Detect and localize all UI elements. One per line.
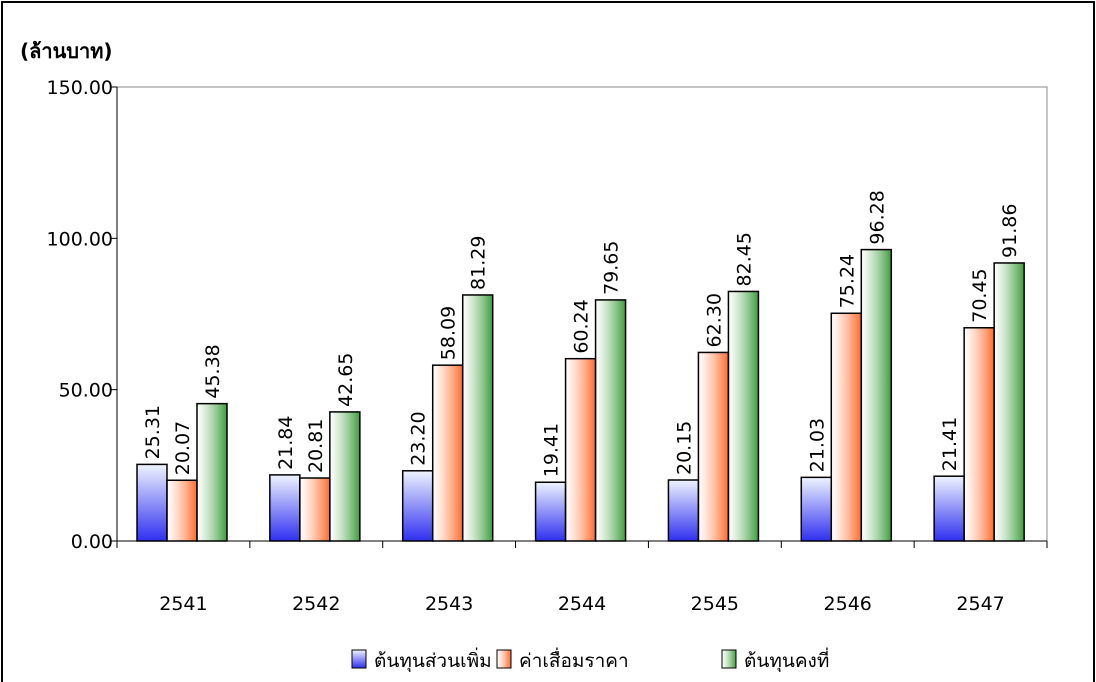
- data-label: 20.15: [673, 421, 695, 475]
- data-label: 79.65: [601, 241, 623, 295]
- data-label: 23.20: [408, 411, 430, 465]
- bar: [461, 294, 494, 542]
- legend-label: ต้นทุนคงที่: [744, 647, 829, 673]
- bar: [667, 479, 700, 542]
- bar: [800, 476, 833, 542]
- legend-swatch: [496, 649, 512, 669]
- bar: [136, 463, 168, 542]
- data-label: 58.09: [438, 306, 460, 360]
- bar: [933, 475, 965, 542]
- x-tick-label: 2544: [558, 593, 606, 615]
- bar: [431, 364, 464, 542]
- data-label: 42.65: [335, 353, 357, 407]
- data-label: 70.45: [969, 268, 991, 322]
- x-tick-label: 2546: [824, 593, 872, 615]
- data-label: 62.30: [703, 293, 725, 347]
- data-label: 21.03: [806, 418, 828, 472]
- data-label: 82.45: [733, 232, 755, 286]
- y-tick-label: 0.00: [71, 531, 113, 553]
- x-tick-label: 2547: [956, 593, 1004, 615]
- bar: [329, 411, 361, 542]
- bar: [594, 299, 627, 542]
- bar: [166, 479, 198, 542]
- legend-swatch: [351, 649, 367, 669]
- y-axis-label: (ล้านบาท): [20, 39, 113, 63]
- data-label: 60.24: [571, 299, 593, 353]
- y-tick-label: 100.00: [47, 228, 113, 250]
- bar: [534, 481, 567, 542]
- y-tick-label: 50.00: [59, 380, 113, 402]
- data-label: 20.81: [305, 419, 327, 473]
- bar: [963, 327, 995, 542]
- x-tick-label: 2542: [292, 593, 340, 615]
- x-tick-label: 2545: [691, 593, 739, 615]
- bar: [196, 402, 228, 542]
- bar: [697, 351, 730, 542]
- data-label: 81.29: [468, 236, 490, 290]
- y-tick-label: 150.00: [47, 77, 113, 99]
- data-label: 75.24: [836, 254, 858, 308]
- bar: [860, 248, 893, 542]
- bar: [269, 474, 301, 542]
- legend-swatch: [721, 649, 737, 669]
- bar: [727, 290, 760, 542]
- bar: [564, 357, 597, 542]
- data-label: 91.86: [999, 204, 1021, 258]
- data-label: 21.84: [275, 415, 297, 469]
- bar: [993, 262, 1025, 542]
- data-label: 20.07: [172, 421, 194, 475]
- bar: [830, 312, 863, 542]
- legend-label: ต้นทุนส่วนเพิ่ม: [374, 647, 492, 673]
- x-tick-label: 2541: [159, 593, 207, 615]
- data-label: 19.41: [541, 423, 563, 477]
- legend-label: ค่าเสื่อมราคา: [519, 647, 629, 672]
- data-label: 96.28: [866, 190, 888, 244]
- data-label: 21.41: [939, 417, 961, 471]
- data-label: 25.31: [142, 405, 164, 459]
- bar: [299, 477, 331, 542]
- data-label: 45.38: [202, 344, 224, 398]
- bar: [401, 470, 434, 542]
- x-tick-label: 2543: [425, 593, 473, 615]
